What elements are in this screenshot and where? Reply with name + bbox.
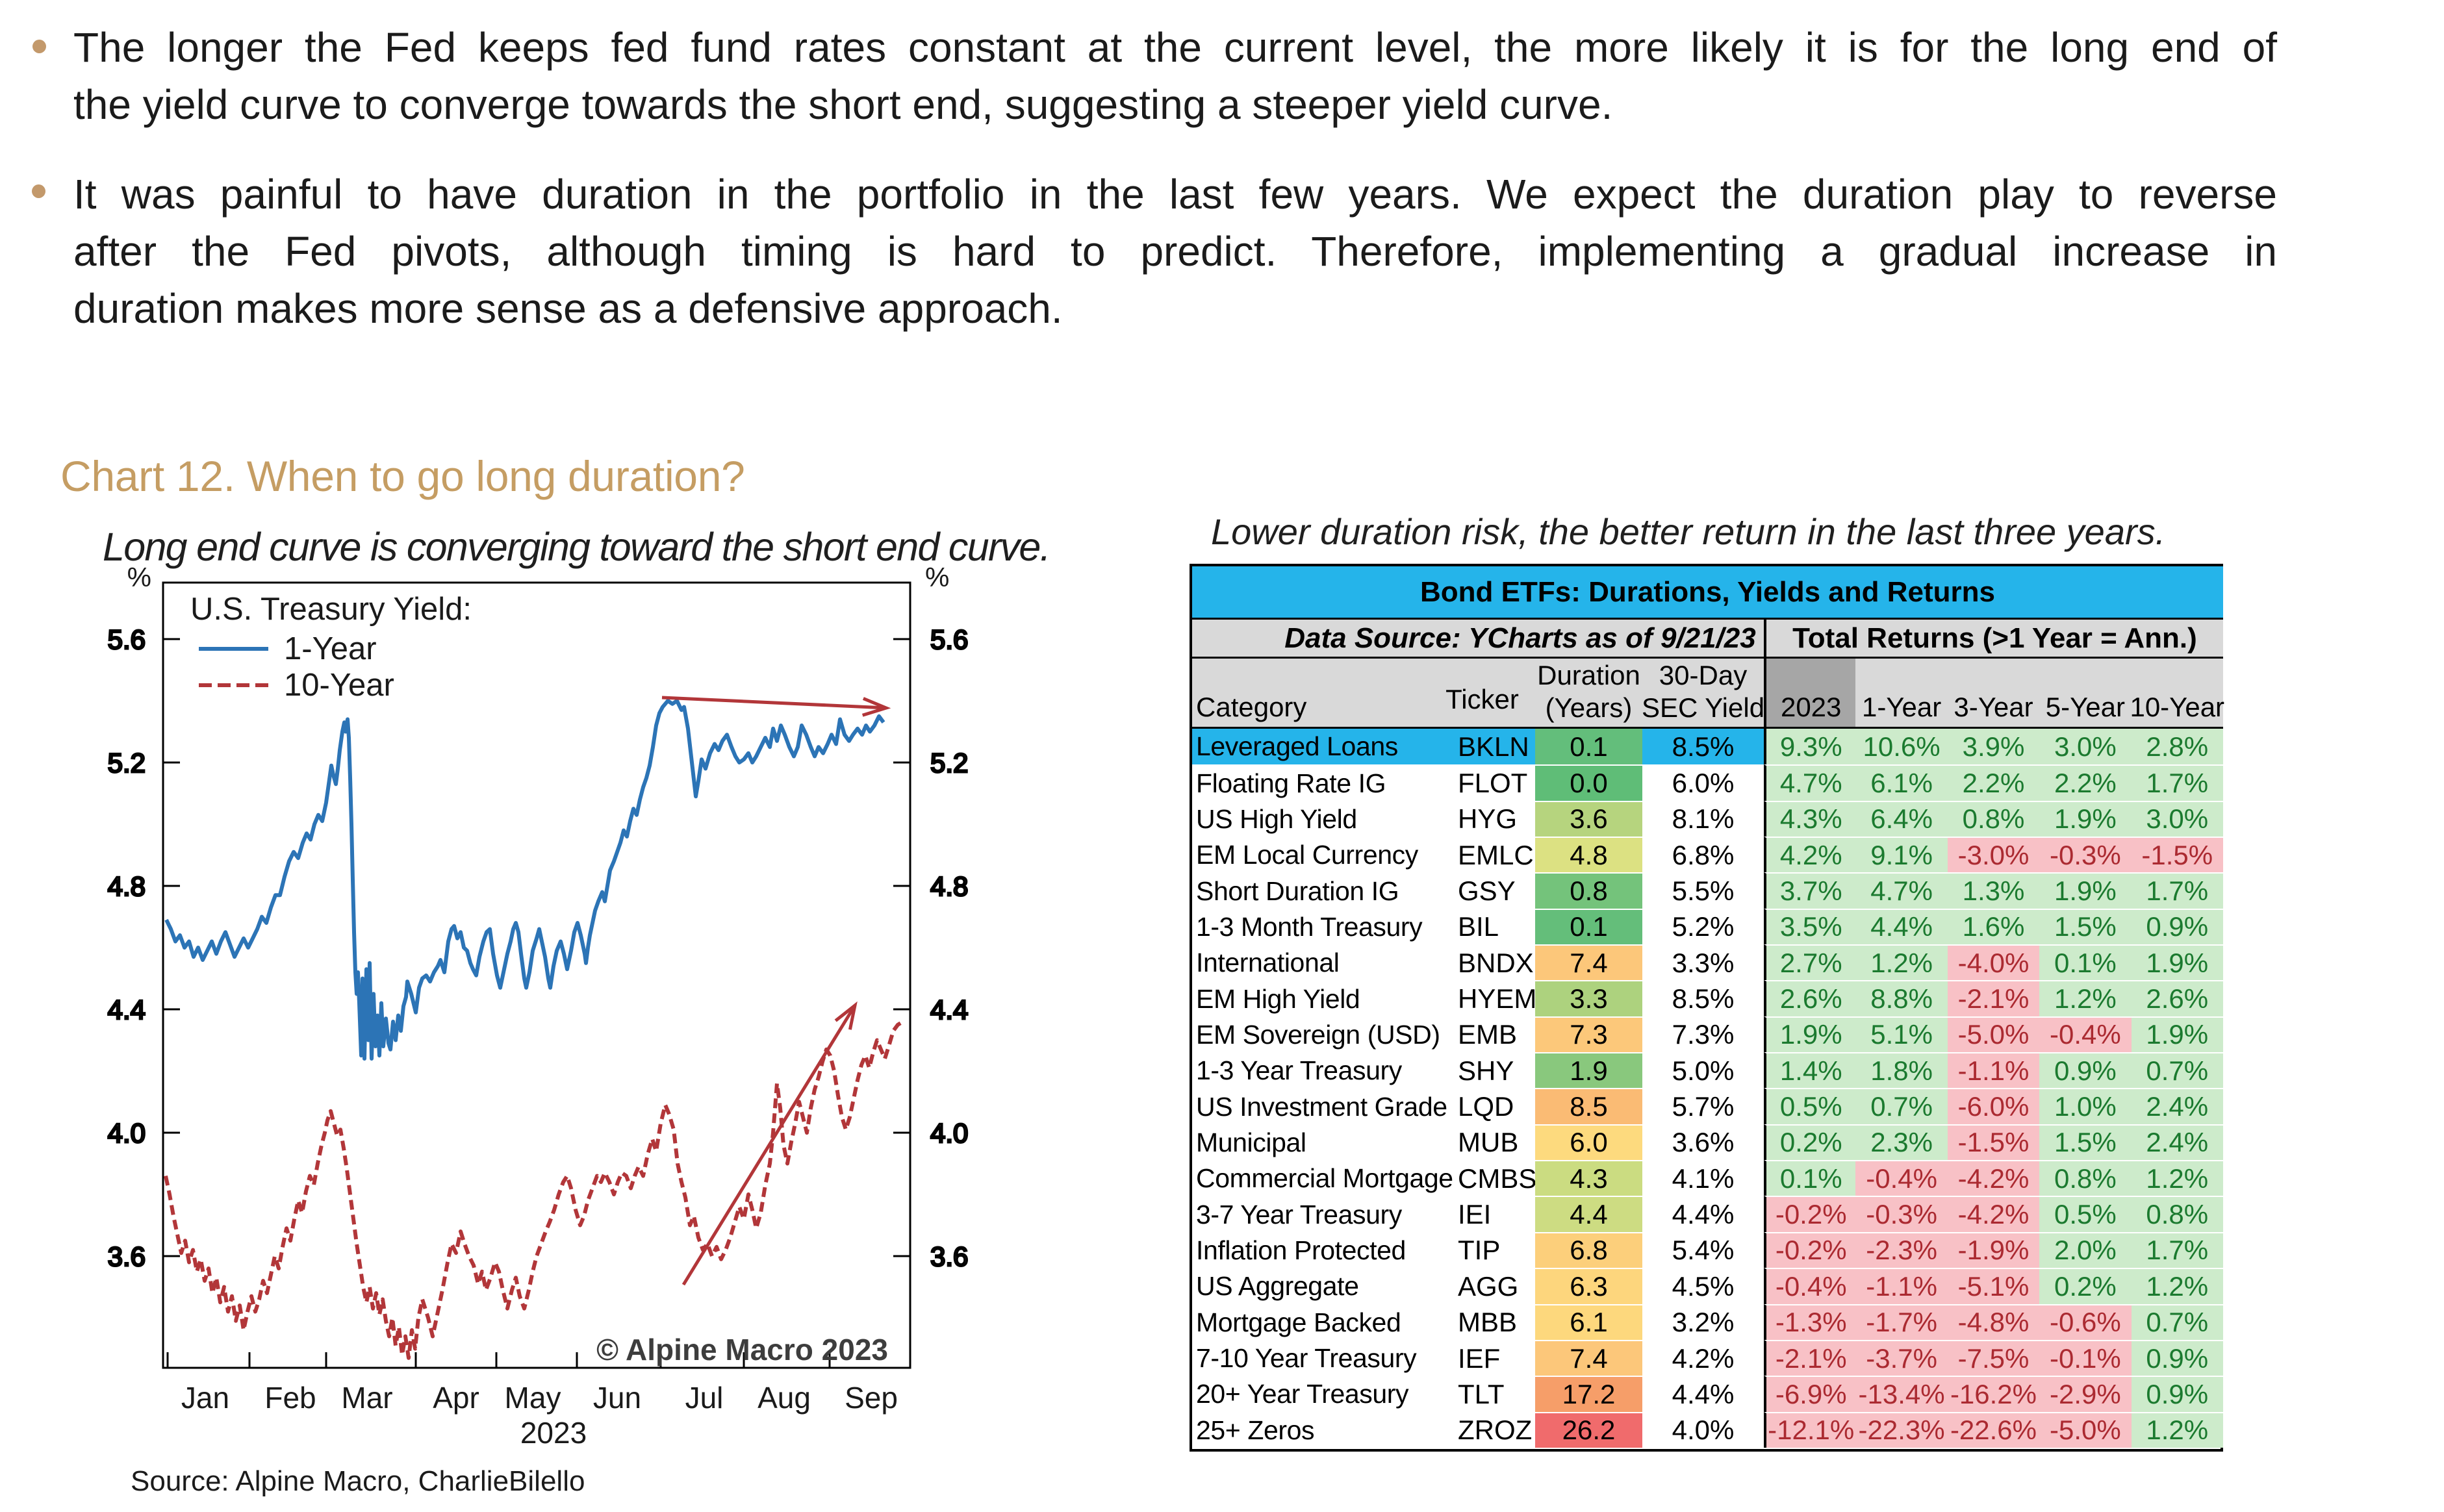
- svg-text:4.0: 4.0: [108, 1118, 146, 1148]
- svg-text:4.0: 4.0: [930, 1118, 968, 1148]
- svg-text:3.6: 3.6: [108, 1241, 146, 1272]
- svg-text:4.8: 4.8: [108, 871, 146, 901]
- svg-text:4.4: 4.4: [930, 994, 968, 1025]
- svg-text:Jun: Jun: [593, 1381, 641, 1415]
- svg-text:Feb: Feb: [264, 1381, 316, 1415]
- svg-text:Jul: Jul: [685, 1381, 724, 1415]
- svg-text:5.2: 5.2: [108, 748, 146, 778]
- svg-text:10-Year: 10-Year: [284, 668, 394, 703]
- svg-text:Aug: Aug: [757, 1381, 811, 1415]
- svg-text:2023: 2023: [520, 1416, 587, 1450]
- svg-text:U.S. Treasury Yield:: U.S. Treasury Yield:: [190, 592, 472, 627]
- svg-text:Apr: Apr: [433, 1381, 479, 1415]
- svg-text:Mar: Mar: [341, 1381, 392, 1415]
- svg-text:© Alpine Macro 2023: © Alpine Macro 2023: [596, 1333, 888, 1367]
- svg-text:Jan: Jan: [181, 1381, 229, 1415]
- svg-text:May: May: [505, 1381, 561, 1415]
- svg-text:3.6: 3.6: [930, 1241, 968, 1272]
- svg-text:5.6: 5.6: [930, 624, 968, 655]
- svg-text:5.2: 5.2: [930, 748, 968, 778]
- svg-text:4.4: 4.4: [108, 994, 146, 1025]
- svg-text:4.8: 4.8: [930, 871, 968, 901]
- svg-text:%: %: [925, 562, 949, 592]
- svg-text:1-Year: 1-Year: [284, 631, 377, 666]
- svg-text:%: %: [127, 562, 151, 592]
- svg-text:5.6: 5.6: [108, 624, 146, 655]
- svg-text:Sep: Sep: [845, 1381, 898, 1415]
